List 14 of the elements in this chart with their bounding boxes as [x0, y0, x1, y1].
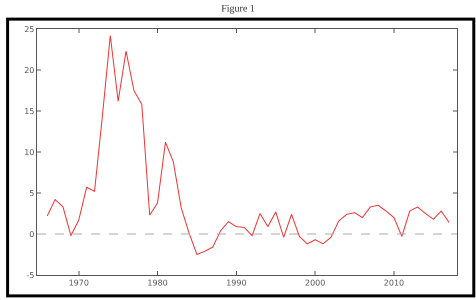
x-tick-label: 1970: [68, 278, 89, 288]
y-tick-label: 15: [24, 106, 34, 116]
y-tick-label: -5: [26, 270, 34, 280]
y-tick-label: 25: [24, 24, 34, 34]
x-tick-label: 2010: [384, 278, 404, 288]
y-tick-label: 5: [29, 188, 34, 198]
x-tick-label: 1980: [147, 278, 168, 288]
y-tick-label: 0: [29, 230, 34, 239]
line-series: [46, 35, 450, 255]
x-tick-label: 1990: [226, 278, 247, 288]
y-tick-label: 10: [24, 148, 34, 157]
chart-title: Figure 1: [221, 4, 255, 14]
x-tick-label: 2000: [304, 278, 326, 288]
y-tick-label: 20: [24, 66, 34, 75]
